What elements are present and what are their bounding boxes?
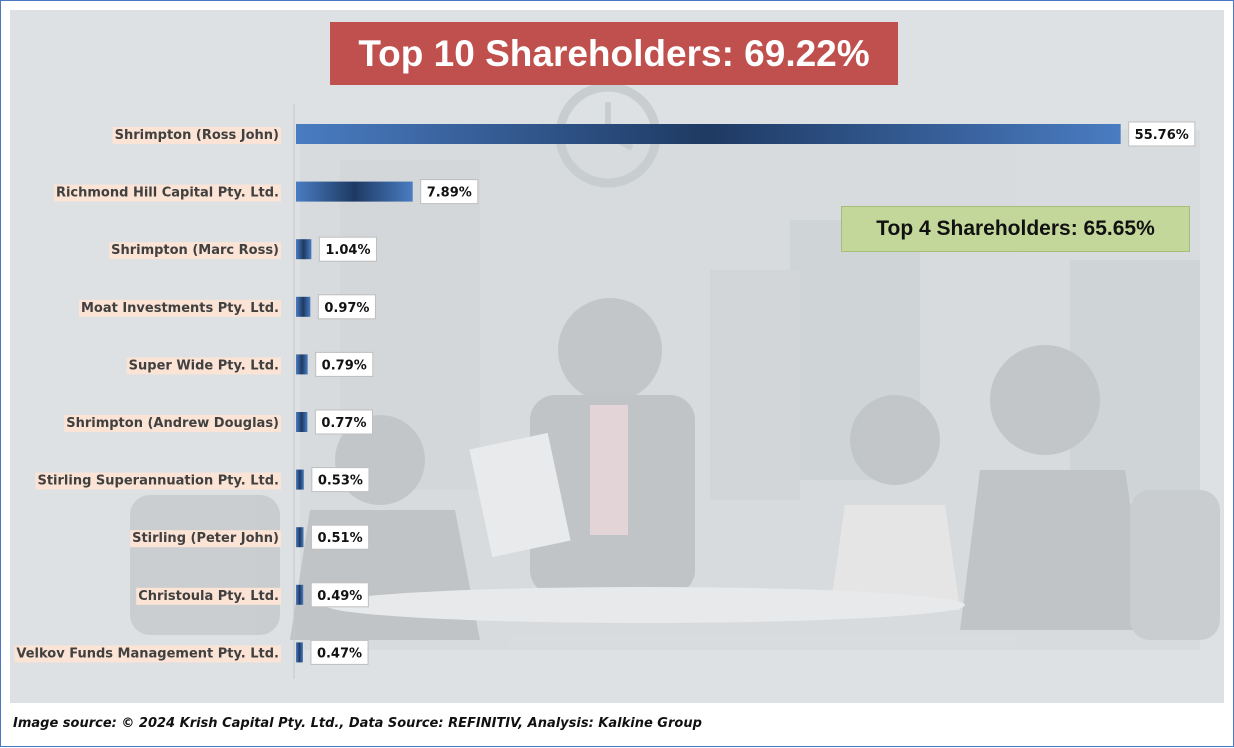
value-label-box: [315, 351, 374, 377]
value-label-box: [317, 294, 376, 320]
category-label: Richmond Hill Capital Pty. Ltd.: [56, 186, 279, 201]
category-label: Stirling Superannuation Pty. Ltd.: [37, 474, 279, 489]
value-label: 0.49%: [317, 589, 362, 604]
value-label: 7.89%: [427, 186, 472, 201]
category-label: Shrimpton (Marc Ross): [111, 243, 279, 258]
category-label-highlight: [136, 587, 281, 605]
bar: [296, 584, 304, 605]
chart-title: Top 10 Shareholders: 69.22%: [330, 22, 898, 85]
bar: [296, 354, 308, 375]
value-label: 0.47%: [317, 646, 362, 661]
category-label-highlight: [64, 415, 281, 432]
category-label: Super Wide Pty. Ltd.: [129, 358, 279, 373]
value-label: 1.04%: [325, 243, 370, 258]
value-label-box: [420, 179, 479, 205]
bar: [296, 181, 413, 202]
bar: [296, 412, 308, 432]
bar: [296, 124, 1121, 144]
bar: [296, 239, 312, 260]
value-label-box: [314, 409, 373, 435]
category-label: Shrimpton (Andrew Douglas): [66, 416, 279, 431]
value-label-box: [310, 639, 369, 665]
category-label-highlight: [53, 184, 281, 202]
value-label: 0.79%: [322, 358, 367, 373]
category-label-highlight: [126, 357, 281, 375]
bar: [296, 469, 304, 490]
category-label: Christoula Pty. Ltd.: [138, 589, 279, 604]
value-label: 0.53%: [318, 474, 363, 489]
value-label: 0.77%: [321, 416, 366, 431]
category-label-highlight: [130, 530, 281, 548]
source-footer: Image source: © 2024 Krish Capital Pty. …: [13, 716, 702, 731]
category-label-highlight: [35, 472, 281, 490]
category-label-highlight: [78, 299, 281, 317]
bar: [296, 296, 311, 317]
value-label: 55.76%: [1135, 128, 1189, 143]
value-label: 0.97%: [324, 301, 369, 316]
value-label-box: [311, 524, 370, 550]
value-label: 0.51%: [318, 531, 363, 546]
value-label-box: [310, 582, 369, 608]
value-label-box: [311, 467, 370, 493]
category-label: Shrimpton (Ross John): [115, 128, 279, 143]
category-label-highlight: [109, 242, 281, 260]
value-label-box: [1128, 121, 1196, 147]
category-label: Velkov Funds Management Pty. Ltd.: [16, 646, 279, 661]
category-label-highlight: [112, 127, 281, 144]
category-label: Moat Investments Pty. Ltd.: [81, 301, 279, 316]
value-label-box: [318, 236, 377, 262]
category-label: Stirling (Peter John): [132, 531, 279, 546]
bar: [296, 642, 303, 663]
bar: [296, 527, 304, 548]
top4-callout: Top 4 Shareholders: 65.65%: [841, 206, 1190, 252]
category-label-highlight: [14, 645, 281, 663]
